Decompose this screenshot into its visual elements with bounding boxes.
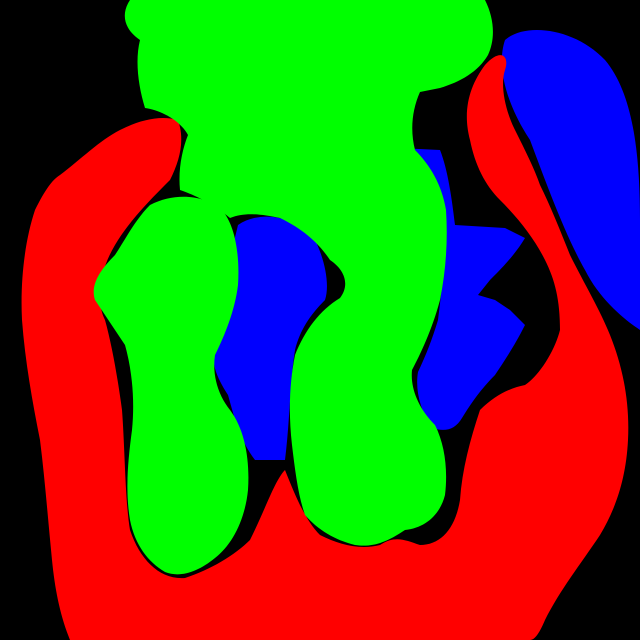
blue-region-center: [213, 216, 327, 460]
blue-region-right-ellipse: [501, 29, 640, 331]
blue-region-right-middle: [398, 148, 525, 430]
green-region-left-leg: [93, 196, 249, 575]
red-region-main: [21, 55, 629, 640]
green-region-torso: [124, 0, 493, 546]
